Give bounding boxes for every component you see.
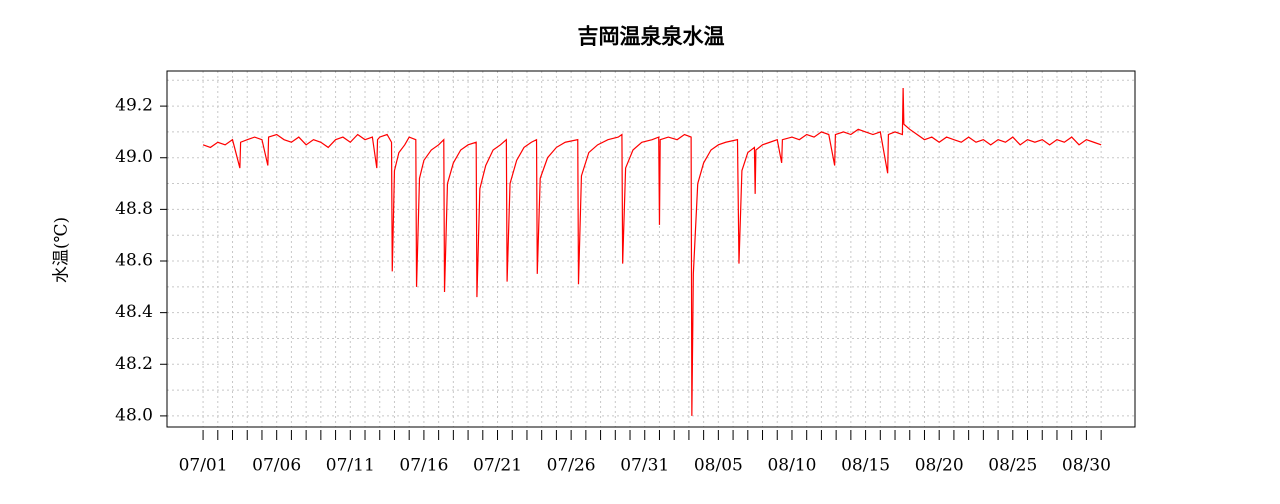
x-tick-label: 07/11	[326, 456, 375, 476]
y-tick-label: 49.0	[115, 147, 153, 167]
y-tick-label: 48.6	[115, 251, 153, 271]
x-tick-label: 08/10	[767, 456, 816, 476]
x-tick-label: 07/01	[179, 456, 228, 476]
y-tick-label: 48.8	[115, 199, 153, 219]
x-tick-label: 08/20	[915, 456, 964, 476]
x-tick-label: 08/30	[1062, 456, 1111, 476]
x-tick-label: 07/31	[620, 456, 669, 476]
y-tick-label: 49.2	[115, 96, 153, 116]
y-tick-label: 48.0	[115, 405, 153, 425]
y-axis-label: 水温(℃)	[52, 217, 72, 283]
x-tick-label: 08/25	[988, 456, 1037, 476]
chart-title: 吉岡温泉泉水温	[578, 24, 725, 49]
plot-frame	[166, 70, 1136, 428]
x-tick-label: 07/26	[547, 456, 596, 476]
x-tick-label: 08/05	[694, 456, 743, 476]
y-tick-label: 48.4	[115, 302, 153, 322]
x-tick-label: 07/21	[473, 456, 522, 476]
y-tick-label: 48.2	[115, 354, 153, 374]
x-tick-label: 07/06	[252, 456, 301, 476]
x-tick-label: 07/16	[399, 456, 448, 476]
x-tick-label: 08/15	[841, 456, 890, 476]
data-line	[202, 88, 1102, 416]
